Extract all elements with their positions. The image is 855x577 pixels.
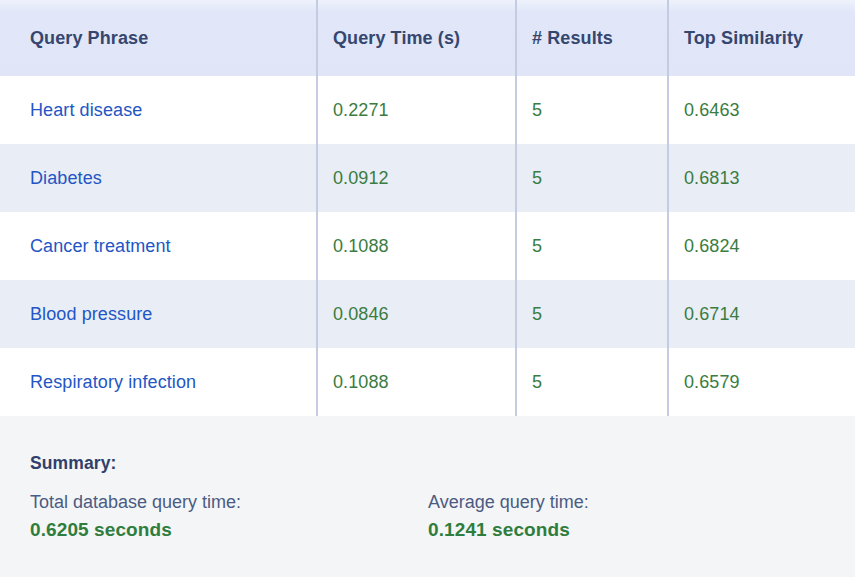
table-row: Cancer treatment0.108850.6824 bbox=[0, 212, 855, 280]
column-header-num-results: # Results bbox=[516, 0, 668, 76]
query-results-page: Query Phrase Query Time (s) # Results To… bbox=[0, 0, 855, 577]
column-header-top-similarity: Top Similarity bbox=[668, 0, 855, 76]
top-similarity-cell: 0.6579 bbox=[668, 348, 855, 416]
query-time-cell: 0.0846 bbox=[317, 280, 516, 348]
average-query-time-value: 0.1241 seconds bbox=[428, 519, 589, 541]
table-row: Heart disease0.227150.6463 bbox=[0, 76, 855, 144]
query-time-cell: 0.1088 bbox=[317, 212, 516, 280]
top-similarity-cell: 0.6714 bbox=[668, 280, 855, 348]
top-similarity-cell: 0.6463 bbox=[668, 76, 855, 144]
query-time-cell: 0.1088 bbox=[317, 348, 516, 416]
num-results-cell: 5 bbox=[516, 144, 668, 212]
table-row: Respiratory infection0.108850.6579 bbox=[0, 348, 855, 416]
num-results-cell: 5 bbox=[516, 212, 668, 280]
query-phrase-cell: Blood pressure bbox=[0, 280, 317, 348]
top-similarity-cell: 0.6813 bbox=[668, 144, 855, 212]
num-results-cell: 5 bbox=[516, 280, 668, 348]
query-phrase-cell: Respiratory infection bbox=[0, 348, 317, 416]
table-header-row: Query Phrase Query Time (s) # Results To… bbox=[0, 0, 855, 76]
query-phrase-cell: Cancer treatment bbox=[0, 212, 317, 280]
summary-title: Summary: bbox=[30, 453, 825, 474]
num-results-cell: 5 bbox=[516, 76, 668, 144]
query-results-table: Query Phrase Query Time (s) # Results To… bbox=[0, 0, 855, 416]
average-query-time-label: Average query time: bbox=[428, 492, 589, 513]
total-query-time-value: 0.6205 seconds bbox=[30, 519, 428, 541]
query-time-cell: 0.0912 bbox=[317, 144, 516, 212]
column-header-query-time: Query Time (s) bbox=[317, 0, 516, 76]
table-row: Diabetes0.091250.6813 bbox=[0, 144, 855, 212]
average-query-time-block: Average query time: 0.1241 seconds bbox=[428, 492, 589, 541]
total-query-time-label: Total database query time: bbox=[30, 492, 428, 513]
summary-section: Summary: Total database query time: 0.62… bbox=[0, 416, 855, 541]
query-time-cell: 0.2271 bbox=[317, 76, 516, 144]
total-query-time-block: Total database query time: 0.6205 second… bbox=[30, 492, 428, 541]
summary-stats-row: Total database query time: 0.6205 second… bbox=[30, 492, 825, 541]
top-similarity-cell: 0.6824 bbox=[668, 212, 855, 280]
query-phrase-cell: Heart disease bbox=[0, 76, 317, 144]
table-row: Blood pressure0.084650.6714 bbox=[0, 280, 855, 348]
table-body: Heart disease0.227150.6463Diabetes0.0912… bbox=[0, 76, 855, 416]
num-results-cell: 5 bbox=[516, 348, 668, 416]
column-header-query-phrase: Query Phrase bbox=[0, 0, 317, 76]
query-phrase-cell: Diabetes bbox=[0, 144, 317, 212]
